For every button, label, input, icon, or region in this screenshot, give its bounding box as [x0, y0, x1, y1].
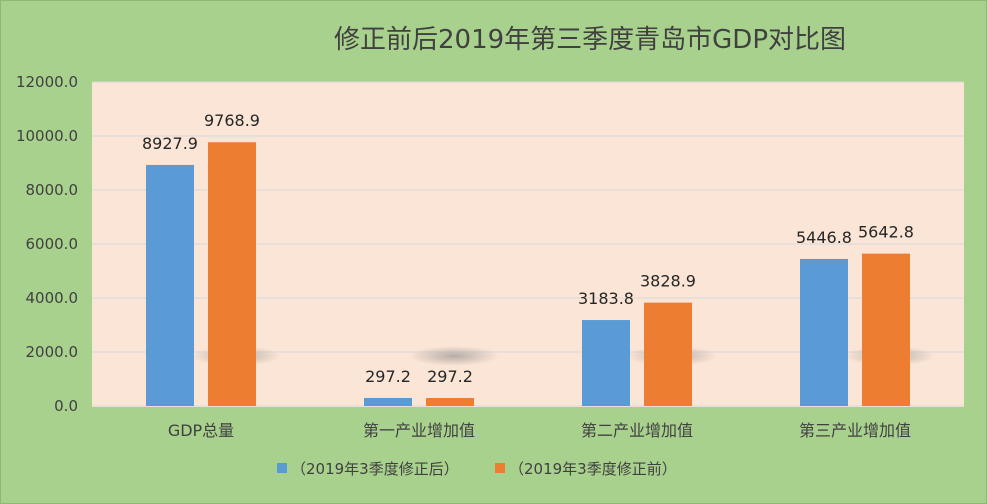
y-tick-label-6: 12000.0	[16, 73, 78, 91]
x-category-label-1: 第一产业增加值	[363, 421, 475, 440]
bars	[146, 142, 910, 407]
x-category-label-3: 第三产业增加值	[799, 421, 911, 440]
data-label-s0-c3: 5446.8	[796, 228, 852, 247]
y-tick-label-1: 2000.0	[26, 343, 79, 361]
x-category-label-2: 第二产业增加值	[581, 421, 693, 440]
x-category-label-0: GDP总量	[168, 421, 234, 440]
data-label-s1-c2: 3828.9	[640, 272, 696, 291]
y-tick-label-3: 6000.0	[26, 235, 79, 253]
y-tick-label-0: 0.0	[54, 397, 78, 415]
y-tick-label-4: 8000.0	[26, 181, 79, 199]
y-axis-ticks: 0.0 2000.0 4000.0 6000.0 8000.0 10000.0 12000.…	[16, 73, 78, 415]
bar-s1-c1	[426, 397, 474, 406]
bar-shadow-1	[409, 346, 499, 366]
data-label-s0-c0: 8927.9	[142, 134, 198, 153]
bar-s0-c2	[582, 320, 630, 406]
data-label-s1-c1: 297.2	[427, 367, 473, 386]
y-tick-label-5: 10000.0	[16, 127, 78, 145]
bar-s1-c3	[862, 253, 910, 406]
legend-swatch-1	[495, 463, 505, 473]
data-labels: 8927.9 9768.9 297.2 297.2 3183.8 3828.9 5446.8…	[142, 111, 914, 386]
x-axis-categories: GDP总量 第一产业增加值 第二产业增加值 第三产业增加值	[168, 421, 911, 440]
data-label-s1-c3: 5642.8	[858, 223, 914, 242]
legend-label-1: （2019年3季度修正前）	[509, 460, 677, 478]
chart-title: 修正前后2019年第三季度青岛市GDP对比图	[334, 25, 846, 55]
legend-swatch-0	[277, 463, 287, 473]
legend: （2019年3季度修正后） （2019年3季度修正前）	[277, 460, 677, 478]
data-label-s0-c2: 3183.8	[578, 289, 634, 308]
y-tick-label-2: 4000.0	[26, 289, 79, 307]
bar-s0-c3	[800, 258, 848, 406]
bar-s1-c0	[208, 142, 256, 407]
data-label-s0-c1: 297.2	[365, 367, 411, 386]
legend-label-0: （2019年3季度修正后）	[291, 460, 459, 478]
bar-s0-c0	[146, 164, 194, 406]
data-label-s1-c0: 9768.9	[204, 111, 260, 130]
bar-s0-c1	[364, 397, 412, 406]
bar-s1-c2	[644, 302, 692, 406]
